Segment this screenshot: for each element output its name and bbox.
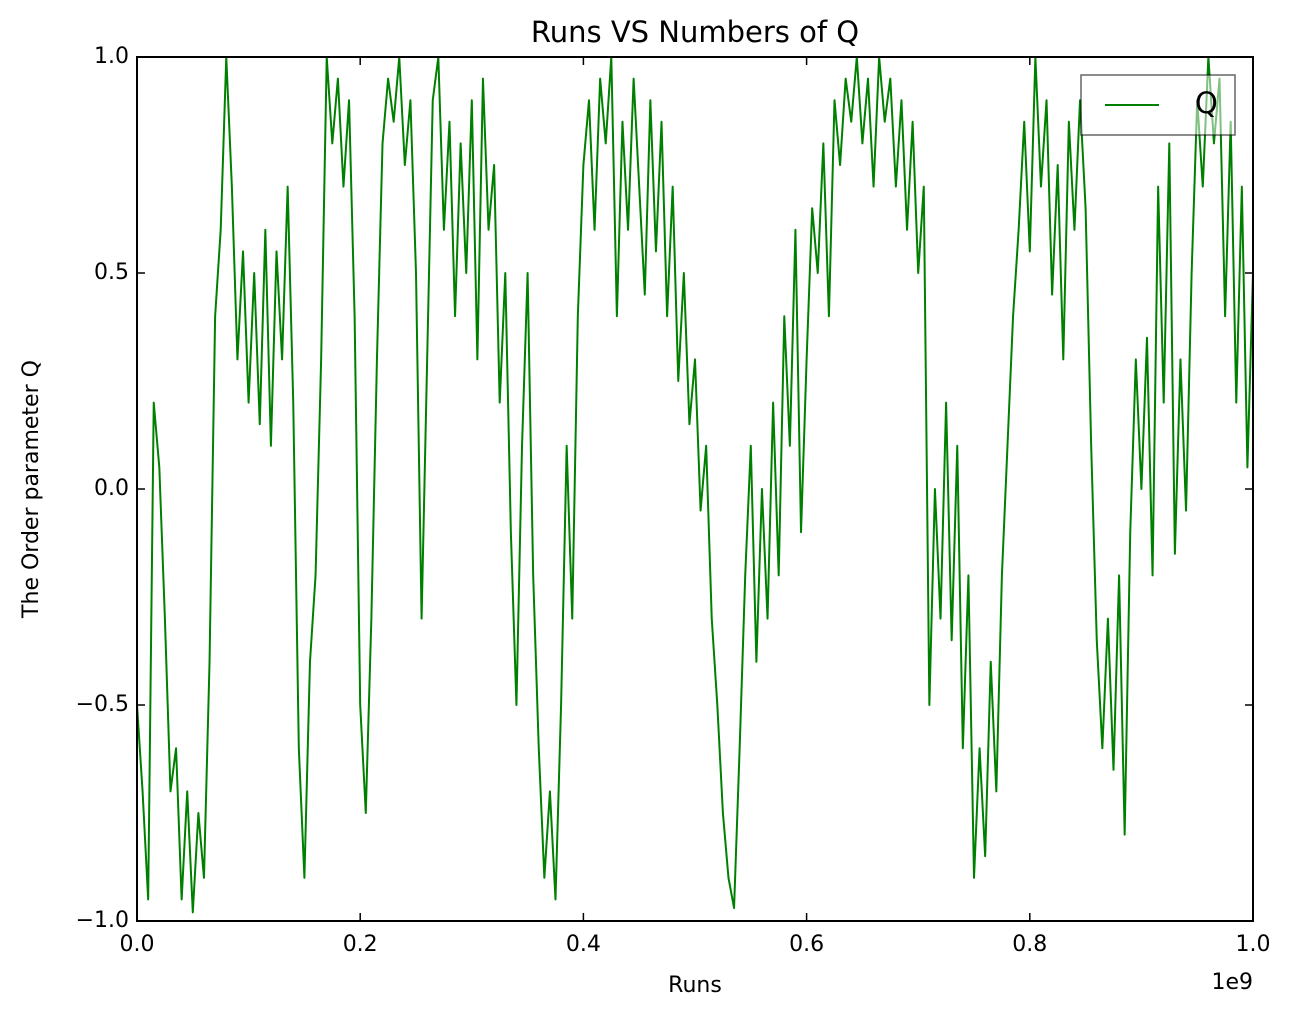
y-axis-label: The Order parameter Q (19, 360, 44, 619)
y-tick-label: −1.0 (76, 908, 129, 933)
legend-label: Q (1195, 86, 1218, 120)
x-tick-label: 0.4 (566, 932, 601, 957)
x-tick-label: 1.0 (1236, 932, 1271, 957)
x-tick-label: 0.0 (120, 932, 155, 957)
chart-title: Runs VS Numbers of Q (531, 15, 859, 49)
x-offset-label: 1e9 (1211, 970, 1253, 995)
data-line (137, 56, 1253, 914)
y-tick-label: 0.5 (94, 260, 129, 285)
x-axis-label: Runs (668, 973, 722, 998)
x-tick-label: 0.6 (789, 932, 824, 957)
x-tick-label: 0.8 (1012, 932, 1047, 957)
y-tick-label: −0.5 (76, 692, 129, 717)
y-tick-label: 1.0 (94, 44, 129, 69)
x-tick-label: 0.2 (343, 932, 378, 957)
y-tick-label: 0.0 (94, 476, 129, 501)
